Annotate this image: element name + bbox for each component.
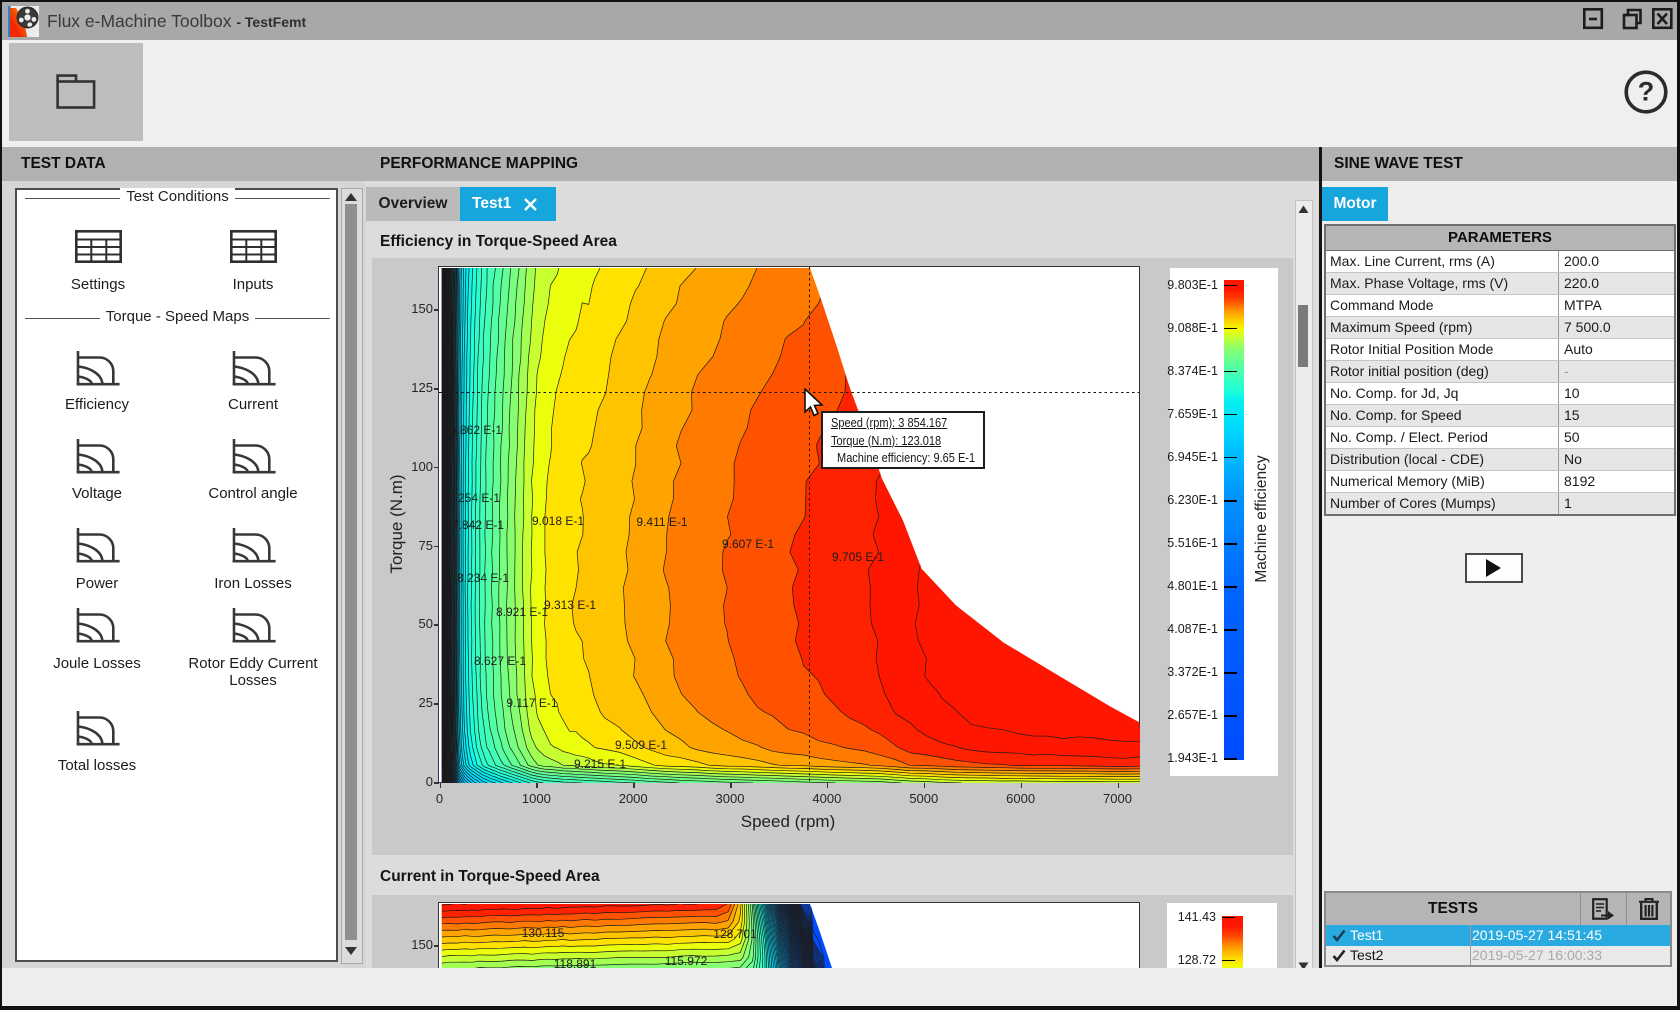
svg-text:?: ? — [1638, 77, 1655, 107]
